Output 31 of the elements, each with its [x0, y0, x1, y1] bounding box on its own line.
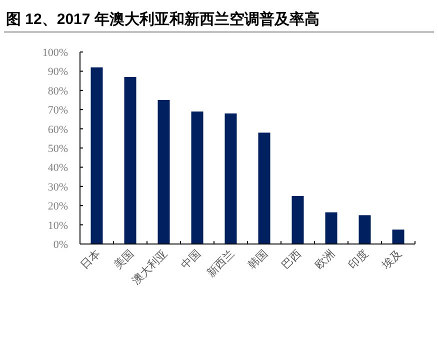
y-tick-label: 100%: [42, 47, 68, 59]
x-tick-label: 巴西: [280, 248, 304, 272]
bar: [158, 100, 170, 244]
y-tick-label: 30%: [48, 181, 68, 194]
x-tick-label: 日本: [78, 246, 103, 272]
y-tick-label: 70%: [48, 104, 68, 117]
y-tick-label: 50%: [48, 143, 68, 155]
bar: [358, 215, 371, 244]
x-tick-label: 美国: [112, 246, 136, 272]
y-tick-label: 40%: [48, 162, 68, 174]
x-tick-label: 韩国: [246, 246, 270, 272]
y-tick-label: 60%: [48, 124, 68, 136]
y-tick-label: 20%: [48, 200, 68, 213]
y-tick-label: 90%: [48, 66, 68, 78]
bar: [325, 212, 338, 244]
bar: [258, 132, 270, 244]
x-tick-label: 新西兰: [204, 246, 237, 280]
bar: [392, 230, 404, 244]
x-tick-label: 印度: [346, 246, 371, 272]
chart-title: 图 12、2017 年澳大利亚和新西兰空调普及率高: [6, 10, 320, 28]
bar: [124, 76, 136, 244]
x-tick-label: 埃及: [378, 246, 404, 272]
bar: [292, 196, 304, 244]
x-tick-label: 欧洲: [312, 246, 338, 272]
bar: [90, 67, 103, 244]
bar: [191, 112, 204, 244]
y-tick-label: 10%: [48, 220, 68, 232]
y-tick-label: 0%: [53, 239, 68, 251]
y-tick-label: 80%: [48, 85, 68, 98]
bar: [224, 113, 237, 244]
x-tick-label: 中国: [178, 246, 204, 272]
